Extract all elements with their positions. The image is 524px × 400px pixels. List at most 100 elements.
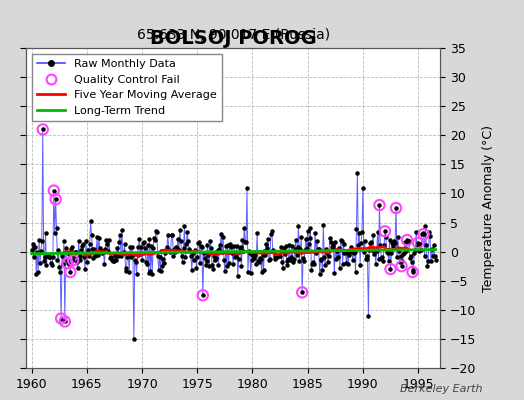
Point — [129, 336, 138, 342]
Point — [306, 225, 314, 232]
Point — [103, 241, 111, 247]
Point — [286, 257, 294, 263]
Point — [80, 254, 89, 260]
Point — [239, 248, 247, 254]
Point — [214, 262, 223, 269]
Point — [160, 259, 168, 266]
Point — [140, 239, 148, 246]
Point — [121, 241, 129, 248]
Y-axis label: Temperature Anomaly (°C): Temperature Anomaly (°C) — [482, 124, 495, 292]
Point — [312, 250, 320, 256]
Point — [66, 269, 74, 275]
Point — [369, 231, 377, 238]
Legend: Raw Monthly Data, Quality Control Fail, Five Year Moving Average, Long-Term Tren: Raw Monthly Data, Quality Control Fail, … — [32, 54, 222, 121]
Point — [267, 230, 275, 237]
Point — [364, 312, 373, 319]
Point — [51, 196, 60, 202]
Point — [266, 256, 274, 262]
Point — [263, 245, 271, 252]
Point — [431, 257, 440, 263]
Point — [282, 258, 291, 264]
Point — [255, 259, 263, 265]
Point — [88, 246, 96, 252]
Point — [304, 241, 313, 247]
Point — [78, 243, 86, 250]
Point — [419, 231, 428, 237]
Point — [350, 250, 358, 257]
Point — [246, 250, 254, 256]
Point — [190, 257, 198, 263]
Point — [235, 256, 243, 262]
Point — [199, 292, 207, 298]
Point — [289, 259, 297, 266]
Point — [430, 252, 439, 259]
Point — [324, 259, 332, 265]
Point — [250, 255, 258, 262]
Point — [284, 256, 292, 263]
Point — [278, 258, 286, 265]
Point — [299, 254, 307, 261]
Point — [309, 259, 318, 266]
Point — [208, 262, 216, 268]
Point — [355, 230, 364, 236]
Point — [414, 240, 422, 246]
Point — [190, 248, 199, 254]
Point — [399, 251, 408, 258]
Point — [124, 252, 133, 259]
Point — [404, 240, 412, 247]
Point — [292, 252, 301, 258]
Point — [248, 252, 257, 258]
Point — [351, 248, 359, 255]
Point — [247, 257, 256, 264]
Point — [61, 318, 69, 325]
Point — [253, 230, 261, 236]
Point — [41, 230, 50, 236]
Point — [280, 251, 289, 257]
Point — [425, 228, 433, 235]
Point — [62, 256, 71, 263]
Point — [226, 241, 235, 247]
Point — [156, 268, 165, 274]
Point — [316, 256, 325, 263]
Point — [225, 242, 234, 249]
Point — [244, 269, 252, 276]
Point — [113, 245, 122, 252]
Point — [302, 245, 311, 251]
Point — [291, 237, 300, 244]
Point — [276, 253, 285, 259]
Point — [402, 248, 410, 254]
Point — [180, 223, 189, 229]
Point — [70, 253, 78, 259]
Point — [79, 241, 88, 247]
Point — [28, 241, 37, 248]
Point — [285, 242, 293, 248]
Point — [254, 258, 262, 264]
Point — [194, 240, 202, 246]
Point — [172, 244, 180, 251]
Point — [377, 255, 386, 262]
Point — [260, 248, 269, 254]
Point — [403, 237, 411, 243]
Point — [329, 242, 337, 248]
Point — [145, 236, 154, 242]
Point — [140, 244, 149, 251]
Point — [325, 253, 333, 259]
Point — [112, 256, 121, 263]
Point — [39, 258, 48, 264]
Point — [139, 240, 147, 246]
Point — [303, 228, 312, 234]
Point — [259, 267, 268, 273]
Point — [104, 248, 112, 254]
Point — [261, 252, 269, 258]
Point — [362, 256, 370, 262]
Point — [256, 255, 264, 261]
Point — [204, 252, 213, 258]
Point — [418, 231, 426, 237]
Point — [275, 252, 283, 259]
Point — [240, 224, 248, 231]
Point — [28, 246, 36, 253]
Point — [110, 258, 118, 264]
Point — [170, 246, 179, 252]
Point — [57, 315, 66, 322]
Point — [280, 245, 288, 252]
